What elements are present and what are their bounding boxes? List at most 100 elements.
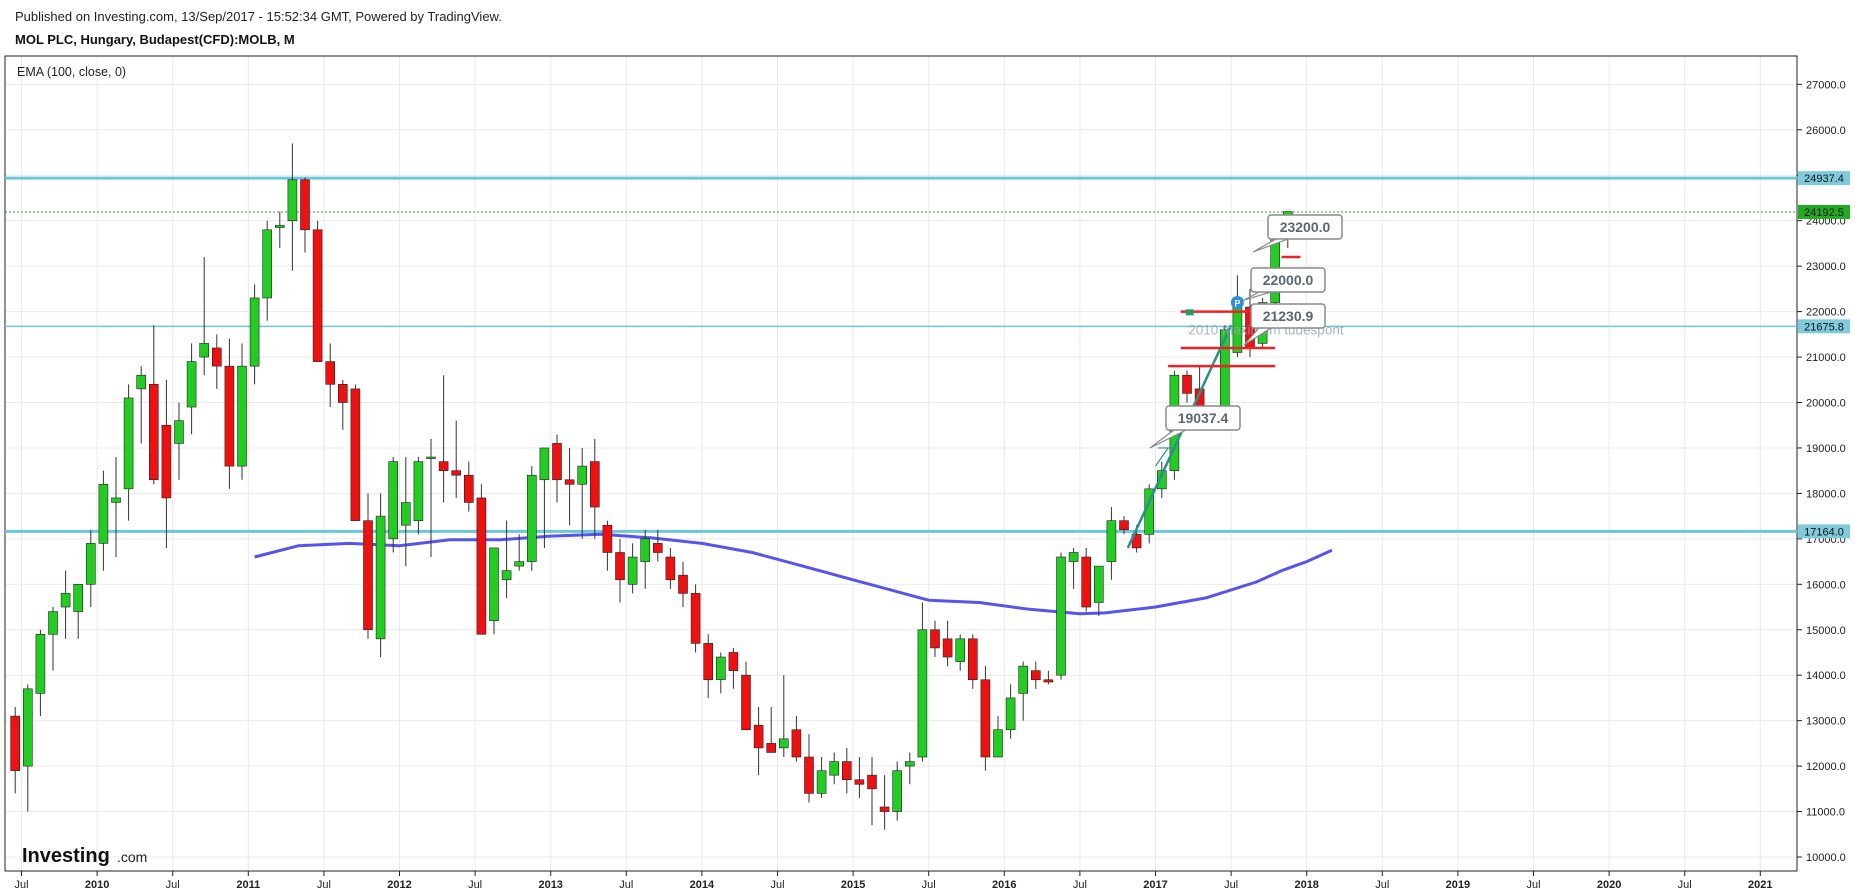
candle-body <box>703 643 714 681</box>
callout-pointer <box>1243 291 1272 301</box>
callout-box <box>1250 303 1326 329</box>
candle-body <box>237 365 247 467</box>
candle <box>1119 516 1129 535</box>
candle <box>728 647 739 689</box>
candle-body <box>174 420 184 444</box>
candle-body <box>186 361 197 408</box>
candle <box>627 543 638 594</box>
x-tick-label: Jul <box>619 879 633 891</box>
chart-title: MOL PLC, Hungary, Budapest(CFD):MOLB, M <box>15 32 295 47</box>
y-tick-label: 21000.0 <box>1806 352 1846 364</box>
horizontal-levels <box>5 176 1797 533</box>
candle-body <box>804 756 814 794</box>
level-tag <box>1798 524 1850 539</box>
x-tick-label: 2016 <box>992 879 1016 891</box>
candle-body <box>854 779 865 785</box>
candle-body <box>829 761 840 776</box>
logo-brand: Investing <box>22 845 110 867</box>
y-tick-label: 26000.0 <box>1806 125 1846 137</box>
price-callout: 23200.0 <box>1252 214 1343 253</box>
candle-body <box>904 761 915 767</box>
x-tick-label: 2021 <box>1748 879 1772 891</box>
candle <box>917 602 928 762</box>
candle <box>942 620 953 667</box>
candle <box>35 629 46 717</box>
candle-body <box>841 761 852 781</box>
candle <box>86 529 96 608</box>
y-tick-label: 27000.0 <box>1806 79 1846 91</box>
x-tick-label: Jul <box>166 879 180 891</box>
trend-line <box>1126 324 1233 549</box>
candle-body <box>337 384 348 403</box>
candle <box>715 652 726 694</box>
candle <box>501 520 512 598</box>
candle <box>249 284 260 385</box>
price-callout: 19037.4 <box>1149 405 1241 449</box>
candle-body <box>123 397 134 490</box>
candle-body <box>526 474 537 562</box>
candle <box>539 447 550 548</box>
indicator-label: EMA (100, close, 0) <box>17 65 126 79</box>
candle-body <box>879 806 890 812</box>
candle <box>967 634 978 689</box>
x-tick-label: Jul <box>1526 879 1540 891</box>
pivot-marker-label: P <box>1234 299 1240 309</box>
candle <box>526 466 537 571</box>
callout-label: 23200.0 <box>1280 219 1331 235</box>
candle-body <box>1018 665 1029 694</box>
level-tag <box>1798 319 1850 334</box>
candle <box>615 538 625 603</box>
x-tick-label: 2014 <box>690 879 715 891</box>
candle <box>892 761 903 821</box>
callout-box <box>1250 267 1326 293</box>
y-tick-label: 16000.0 <box>1806 579 1846 591</box>
candle-body <box>1068 552 1079 562</box>
candle <box>930 620 940 658</box>
price-callouts: 23200.0 22000.0 21230.9 19037.4 <box>1149 214 1343 449</box>
candle <box>1232 275 1243 358</box>
candle-body <box>917 629 928 758</box>
candle-body <box>942 638 953 658</box>
x-tick-label: 2012 <box>387 879 411 891</box>
candle <box>804 734 814 803</box>
candle <box>199 257 209 376</box>
candle-body <box>262 229 273 299</box>
candle <box>149 325 159 485</box>
candle <box>1043 670 1054 685</box>
candle-body <box>778 738 789 749</box>
candle-body <box>539 447 550 481</box>
candle-body <box>514 561 525 567</box>
trend-connector <box>1155 447 1169 467</box>
candle <box>514 534 525 571</box>
candle-body <box>1031 670 1041 681</box>
y-tick-label: 14000.0 <box>1806 670 1846 682</box>
candle-body <box>476 497 487 635</box>
candle-body <box>426 456 436 459</box>
candle-body <box>715 656 726 681</box>
candle <box>1157 461 1167 498</box>
candle-body <box>463 474 474 503</box>
candle <box>665 547 676 589</box>
candle-body <box>993 729 1003 758</box>
candle <box>489 547 499 635</box>
candle-body <box>791 729 802 758</box>
candle <box>363 493 373 639</box>
candle-body <box>867 774 877 790</box>
candle-body <box>980 679 991 758</box>
candle <box>300 177 310 253</box>
logo-suffix: .com <box>117 849 147 865</box>
y-tick-label: 19000.0 <box>1806 443 1846 455</box>
candle-body <box>48 611 58 635</box>
x-tick-label: Jul <box>1375 879 1389 891</box>
x-tick-label: 2013 <box>538 879 562 891</box>
x-tick-label: 2011 <box>236 879 260 891</box>
candle-body <box>400 502 411 526</box>
x-tick-label: 2017 <box>1143 879 1167 891</box>
candle-body <box>363 520 373 631</box>
candle <box>564 447 575 526</box>
candle-body <box>98 484 109 544</box>
x-tick-label: Jul <box>1073 879 1087 891</box>
candle <box>161 379 172 548</box>
candle-body <box>1081 556 1091 608</box>
